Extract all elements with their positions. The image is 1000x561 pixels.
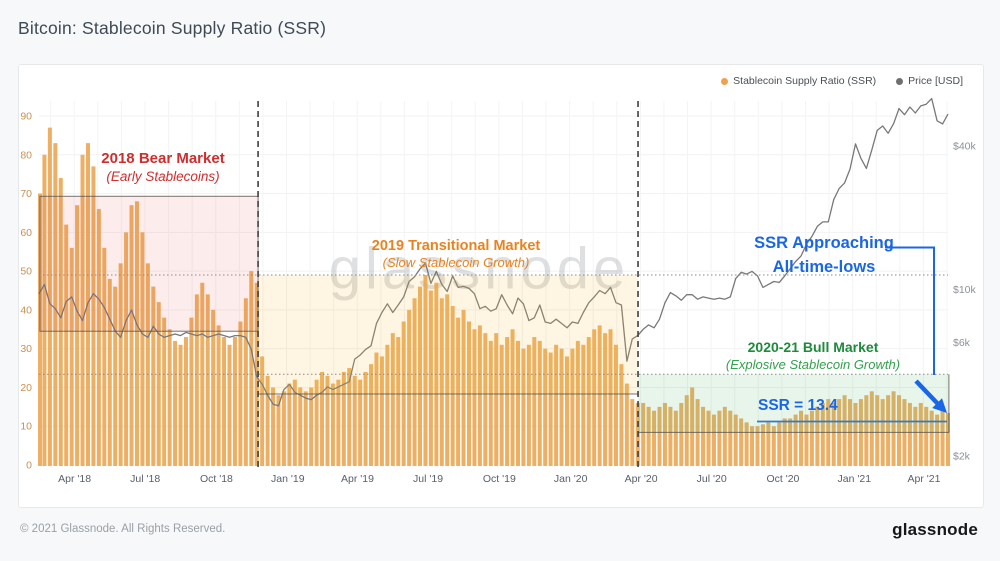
legend-dot bbox=[721, 77, 729, 85]
annotation-bear-subtitle: (Early Stablecoins) bbox=[106, 168, 220, 184]
svg-text:Apr '21: Apr '21 bbox=[908, 473, 941, 485]
annotation-trans-title: 2019 Transitional Market bbox=[371, 238, 541, 254]
svg-text:60: 60 bbox=[20, 227, 32, 239]
svg-text:30: 30 bbox=[20, 343, 32, 355]
chart-canvas: glassnode 0 10 20 30 40 50 60 70 80 90 $40k $10k $6k $… bbox=[20, 97, 977, 486]
svg-text:$40k: $40k bbox=[953, 140, 977, 152]
ssr-bars-series bbox=[38, 127, 950, 467]
svg-text:Apr '18: Apr '18 bbox=[58, 473, 91, 485]
svg-text:$10k: $10k bbox=[953, 284, 977, 296]
svg-text:Apr '20: Apr '20 bbox=[625, 473, 658, 485]
annotation-lows-line1: SSR Approaching bbox=[754, 234, 894, 252]
annotation-bear-title: 2018 Bear Market bbox=[101, 150, 225, 167]
svg-text:Jan '20: Jan '20 bbox=[554, 473, 588, 485]
annotation-ssr-value: SSR = 13.4 bbox=[758, 397, 838, 414]
svg-text:Apr '19: Apr '19 bbox=[341, 473, 374, 485]
svg-text:Jul '20: Jul '20 bbox=[697, 473, 727, 485]
svg-text:90: 90 bbox=[20, 111, 32, 123]
axis-labels: 0 10 20 30 40 50 60 70 80 90 $40k $10k $6k $2k Apr '18… bbox=[20, 111, 976, 486]
svg-text:50: 50 bbox=[20, 266, 32, 278]
page-title: Bitcoin: Stablecoin Supply Ratio (SSR) bbox=[18, 18, 327, 38]
svg-text:$2k: $2k bbox=[953, 451, 971, 463]
legend-dot bbox=[896, 77, 904, 85]
glassnode-watermark: glassnode bbox=[329, 236, 629, 301]
annotation-trans-subtitle: (Slow Stablecoin Growth) bbox=[382, 255, 530, 271]
annotation-2019-transitional-market: 2019 Transitional Market (Slow Stablecoi… bbox=[356, 237, 556, 271]
annotation-lows-line2: All-time-lows bbox=[772, 257, 876, 276]
chart-card: glassnode 0 10 20 30 40 50 60 70 80 90 $40k $10k $6k $… bbox=[18, 64, 984, 508]
svg-text:70: 70 bbox=[20, 188, 32, 200]
svg-text:10: 10 bbox=[20, 421, 32, 433]
svg-text:20: 20 bbox=[20, 382, 32, 394]
copyright-text: © 2021 Glassnode. All Rights Reserved. bbox=[20, 523, 226, 535]
svg-text:Oct '18: Oct '18 bbox=[200, 473, 233, 485]
legend-item[interactable]: Price [USD] bbox=[896, 75, 963, 87]
svg-text:0: 0 bbox=[26, 460, 32, 472]
svg-text:$6k: $6k bbox=[953, 337, 971, 349]
ssr-lows-callout bbox=[885, 246, 947, 413]
annotation-2018-bear-market: 2018 Bear Market (Early Stablecoins) bbox=[78, 150, 248, 186]
legend-label: Stablecoin Supply Ratio (SSR) bbox=[733, 75, 877, 87]
svg-text:Oct '19: Oct '19 bbox=[483, 473, 516, 485]
chart-legend: Stablecoin Supply Ratio (SSR) Price [USD] bbox=[721, 75, 963, 87]
legend-item[interactable]: Stablecoin Supply Ratio (SSR) bbox=[721, 75, 876, 87]
legend-label: Price [USD] bbox=[908, 75, 963, 87]
svg-text:Jul '19: Jul '19 bbox=[413, 473, 443, 485]
regime-regions bbox=[39, 195, 950, 433]
svg-text:Jul '18: Jul '18 bbox=[130, 473, 160, 485]
svg-text:40: 40 bbox=[20, 304, 32, 316]
annotation-bull-title: 2020-21 Bull Market bbox=[747, 339, 879, 355]
annotation-bull-subtitle: (Explosive Stablecoin Growth) bbox=[725, 356, 901, 372]
svg-text:Jan '21: Jan '21 bbox=[838, 473, 872, 485]
svg-text:80: 80 bbox=[20, 149, 32, 161]
annotation-ssr-approaching-lows: SSR Approaching All-time-lows bbox=[724, 232, 924, 280]
price-line-series bbox=[38, 97, 949, 407]
svg-text:Oct '20: Oct '20 bbox=[766, 473, 799, 485]
glassnode-logo: glassnode bbox=[892, 520, 978, 539]
annotation-2020-bull-market: 2020-21 Bull Market (Explosive Stablecoi… bbox=[698, 339, 928, 373]
svg-text:Jan '19: Jan '19 bbox=[271, 473, 305, 485]
